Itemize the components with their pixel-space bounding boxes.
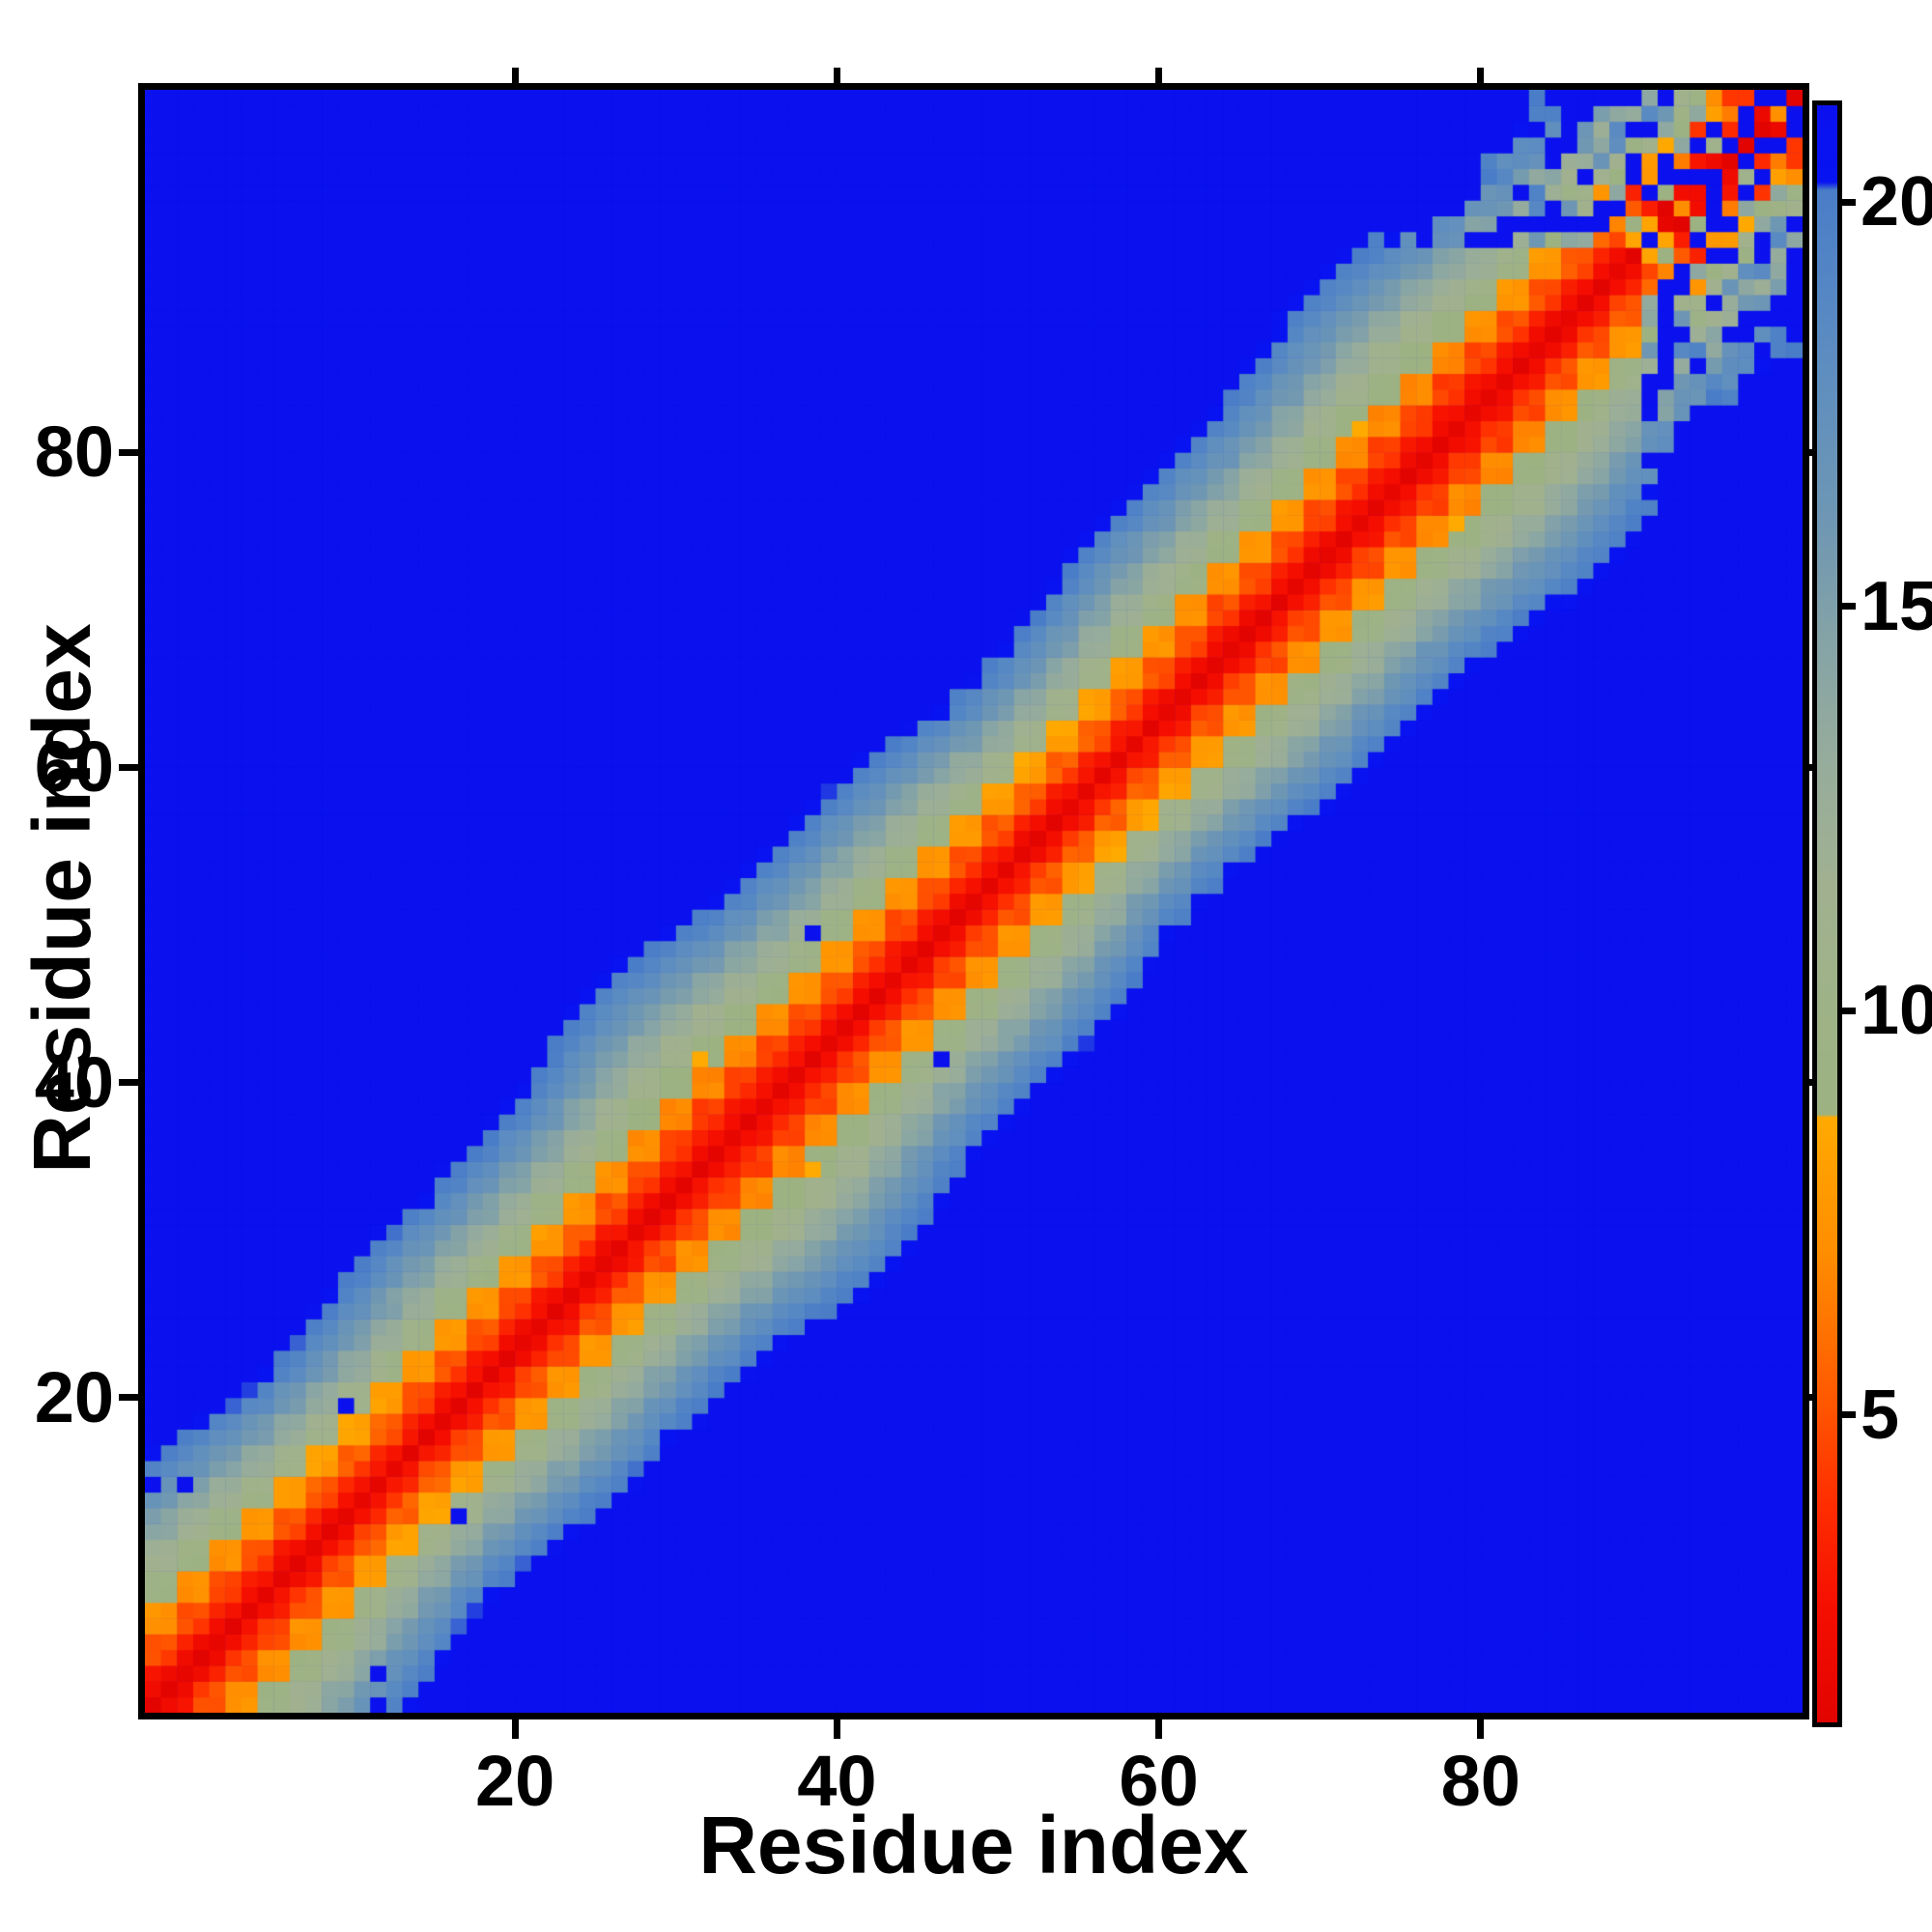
x-axis-top-tick [833,68,840,83]
colorbar-tick-label: 15 [1861,567,1932,645]
x-axis-tick [1155,1719,1163,1739]
y-axis-tick-label: 40 [34,1041,114,1122]
x-axis-tick [833,1719,840,1739]
y-axis-tick-label: 60 [34,726,114,808]
colorbar [1812,100,1842,1727]
x-axis-top-tick [1155,68,1163,83]
colorbar-tick-label: 10 [1861,972,1932,1050]
x-axis-top-tick [1477,68,1485,83]
x-axis-tick [511,1719,519,1739]
y-axis-tick [119,448,138,456]
x-axis-tick-label: 60 [1119,1741,1199,1821]
heatmap-plot-area [138,83,1809,1719]
colorbar-tick [1842,1411,1856,1419]
colorbar-tick-label: 20 [1861,163,1932,242]
y-axis-tick [119,1079,138,1087]
y-axis-tick-label: 80 [34,412,114,493]
colorbar-tick-label: 5 [1861,1376,1900,1454]
x-axis-tick-label: 20 [475,1741,555,1821]
colorbar-tick [1842,603,1856,611]
x-axis-tick-label: 80 [1440,1741,1520,1821]
x-axis-tick-label: 40 [797,1741,877,1821]
y-axis-tick [119,1394,138,1402]
y-axis-tick [119,763,138,771]
x-axis-tick [1477,1719,1485,1739]
y-axis-title: Residue index [16,623,107,1174]
x-axis-title: Residue index [698,1800,1249,1890]
y-axis-tick-label: 20 [34,1356,114,1437]
colorbar-tick [1842,198,1856,206]
heatmap [145,90,1803,1713]
x-axis-top-tick [511,68,519,83]
colorbar-tick [1842,1007,1856,1014]
